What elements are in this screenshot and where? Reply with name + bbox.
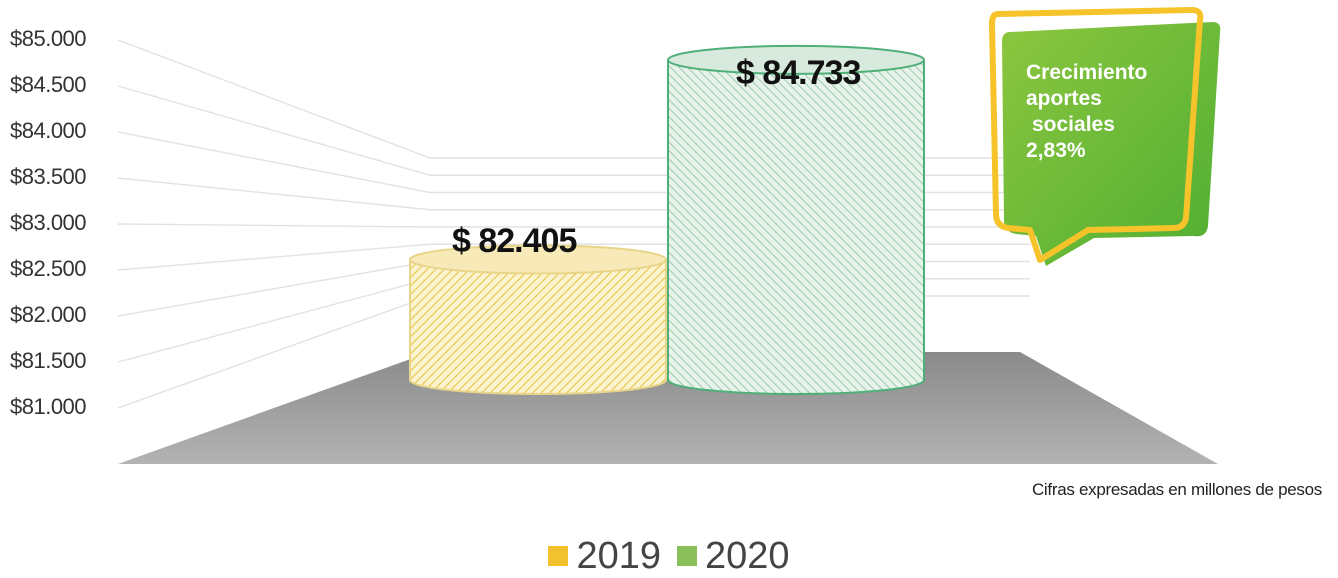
legend-item-2020: 2020 xyxy=(677,536,790,576)
callout-line-3: sociales xyxy=(1032,113,1115,136)
y-tick-label: $84.500 xyxy=(10,72,87,97)
y-tick-label: $85.000 xyxy=(10,26,87,51)
chart-floor xyxy=(118,352,1218,464)
callout-line-4: 2,83% xyxy=(1026,139,1086,162)
value-label-2020: $ 84.733 xyxy=(736,54,861,92)
bars xyxy=(409,44,925,395)
y-tick-label: $83.000 xyxy=(10,210,87,235)
y-tick-label: $82.000 xyxy=(10,302,87,327)
y-tick-label: $82.500 xyxy=(10,256,87,281)
growth-callout: Crecimiento aportes sociales 2,83% xyxy=(1026,60,1196,164)
legend-label-2019: 2019 xyxy=(576,535,661,577)
callout-line-1: Crecimiento xyxy=(1026,61,1148,84)
callout-line-2: aportes xyxy=(1026,87,1102,110)
bar-top-2019 xyxy=(409,244,667,275)
growth-callout-shape xyxy=(989,7,1221,266)
value-label-2019: $ 82.405 xyxy=(452,222,577,260)
legend: 2019 2020 xyxy=(0,536,1338,576)
bar-2020 xyxy=(667,44,925,395)
bar-body-2020 xyxy=(667,58,925,395)
y-tick-label: $81.500 xyxy=(10,348,87,373)
bar-body-2019 xyxy=(409,258,667,395)
y-tick-label: $81.000 xyxy=(10,394,87,419)
legend-label-2020: 2020 xyxy=(705,535,790,577)
legend-item-2019: 2019 xyxy=(548,536,661,576)
y-tick-label: $83.500 xyxy=(10,164,87,189)
y-tick-label: $84.000 xyxy=(10,118,87,143)
bar-top-2020 xyxy=(667,44,925,75)
units-note: Cifras expresadas en millones de pesos xyxy=(1031,480,1322,499)
bar-2019 xyxy=(409,244,667,395)
legend-swatch-2019 xyxy=(548,546,569,566)
legend-swatch-2020 xyxy=(677,546,697,566)
